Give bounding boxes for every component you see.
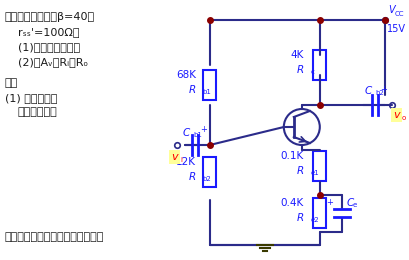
FancyBboxPatch shape	[312, 198, 326, 229]
Text: 12K: 12K	[175, 158, 196, 167]
Text: R: R	[188, 85, 196, 95]
Text: 射极偏置电路稳定工作点（动画）: 射极偏置电路稳定工作点（动画）	[5, 232, 104, 242]
Text: R: R	[296, 166, 303, 176]
Text: o: o	[401, 115, 405, 121]
Text: (1) 画直流通路: (1) 画直流通路	[5, 93, 57, 103]
FancyBboxPatch shape	[312, 151, 326, 181]
Text: 0.1K: 0.1K	[280, 151, 303, 161]
Text: 解：: 解：	[5, 78, 18, 88]
Text: e1: e1	[310, 170, 319, 176]
Text: e2: e2	[310, 217, 319, 223]
Text: i: i	[180, 157, 182, 163]
Text: +: +	[379, 85, 386, 94]
Text: +: +	[325, 198, 332, 207]
Text: 15V: 15V	[386, 24, 405, 34]
Text: R: R	[188, 172, 196, 183]
Text: e: e	[352, 203, 356, 209]
Text: R: R	[296, 65, 303, 75]
Text: b1: b1	[202, 89, 211, 95]
Text: rₛₛ'=100Ω，: rₛₛ'=100Ω，	[18, 27, 79, 37]
Text: b2: b2	[375, 90, 384, 96]
Text: C: C	[346, 198, 353, 209]
Text: v: v	[393, 110, 399, 120]
Text: 求静态工作点: 求静态工作点	[18, 107, 58, 117]
Text: C: C	[364, 86, 371, 96]
FancyBboxPatch shape	[203, 158, 216, 187]
Text: +: +	[199, 125, 206, 134]
Text: (2)求Aᵥ，Rᵢ，Rₒ: (2)求Aᵥ，Rᵢ，Rₒ	[18, 57, 88, 67]
Text: 68K: 68K	[175, 70, 196, 80]
FancyBboxPatch shape	[312, 50, 326, 80]
Text: b2: b2	[202, 177, 211, 183]
Text: V: V	[387, 5, 393, 15]
Text: CC: CC	[394, 11, 403, 17]
Text: v: v	[171, 152, 178, 162]
Text: 4K: 4K	[290, 50, 303, 60]
Text: 0.4K: 0.4K	[280, 198, 303, 209]
Text: 电路及参数如图，β=40，: 电路及参数如图，β=40，	[5, 12, 95, 22]
Text: R: R	[296, 213, 303, 223]
Text: c: c	[310, 69, 314, 75]
FancyBboxPatch shape	[203, 70, 216, 100]
Text: b1: b1	[193, 132, 202, 138]
Text: (1)计算静态工作点: (1)计算静态工作点	[18, 42, 80, 52]
Text: C: C	[182, 128, 189, 138]
